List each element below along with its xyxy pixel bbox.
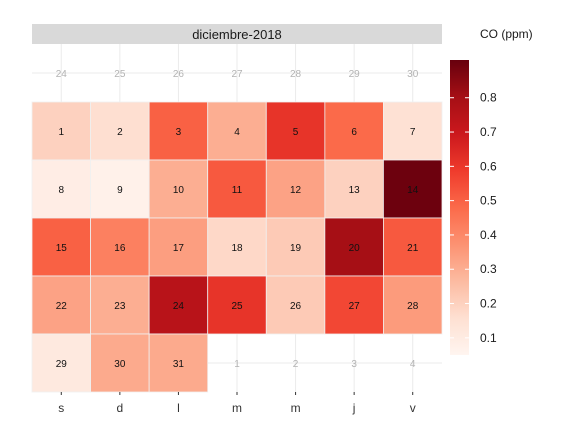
day-label: 1 <box>59 127 65 138</box>
day-label: 26 <box>290 301 302 312</box>
day-label: 13 <box>349 185 361 196</box>
heatmap-cell <box>324 217 384 277</box>
x-tick-label: m <box>291 401 301 415</box>
day-label: 2 <box>293 359 299 370</box>
x-tick-label: s <box>58 401 64 415</box>
legend-tick-label: 0.8 <box>480 91 497 105</box>
day-label: 24 <box>173 301 185 312</box>
heatmap-cell <box>383 217 443 277</box>
x-tick-label: d <box>117 401 124 415</box>
heatmap-cell <box>265 217 326 277</box>
legend-tick-label: 0.4 <box>480 228 497 242</box>
day-label: 1 <box>234 359 240 370</box>
day-label: 23 <box>114 301 126 312</box>
day-label: 4 <box>234 127 240 138</box>
day-label: 14 <box>407 185 419 196</box>
day-label: 22 <box>56 301 68 312</box>
day-label: 30 <box>407 69 419 80</box>
day-label: 24 <box>56 69 68 80</box>
day-label: 25 <box>231 301 243 312</box>
legend-title: CO (ppm) <box>480 27 533 41</box>
day-label: 11 <box>232 185 243 196</box>
day-label: 29 <box>56 359 68 370</box>
day-label: 29 <box>349 69 361 80</box>
heatmap-cell <box>383 275 443 335</box>
heatmap-cell <box>31 275 91 335</box>
legend-tick-label: 0.1 <box>480 331 497 345</box>
legend-tick-label: 0.3 <box>480 262 497 276</box>
day-label: 17 <box>173 243 185 254</box>
heatmap-cell <box>324 275 384 335</box>
legend-tick-label: 0.6 <box>480 159 497 173</box>
legend-tick-label: 0.5 <box>480 194 497 208</box>
heatmap-cell <box>90 333 150 393</box>
heatmap-cell <box>90 159 150 219</box>
day-label: 7 <box>410 127 416 138</box>
day-label: 4 <box>410 359 416 370</box>
heatmap-cell <box>265 275 326 335</box>
heatmap-cell <box>265 101 326 161</box>
day-label: 19 <box>290 243 302 254</box>
day-label: 27 <box>349 301 361 312</box>
day-label: 12 <box>290 185 302 196</box>
chart-title: diciembre-2018 <box>192 27 282 42</box>
heatmap-cell <box>148 159 209 219</box>
heatmap-cell <box>207 101 267 161</box>
legend-tick-label: 0.2 <box>480 297 497 311</box>
heatmap-cell <box>148 333 209 393</box>
day-label: 15 <box>56 243 68 254</box>
heatmap-cell <box>383 101 443 161</box>
x-tick-label: j <box>352 401 356 415</box>
heatmap-cell <box>265 159 326 219</box>
x-tick-label: l <box>177 401 180 415</box>
heatmap-cell <box>207 275 267 335</box>
day-label: 20 <box>349 243 361 254</box>
heatmap-cell <box>383 159 443 219</box>
legend-colorbar <box>450 60 469 355</box>
heatmap-cell <box>31 333 91 393</box>
day-label: 16 <box>114 243 126 254</box>
day-label: 5 <box>293 127 299 138</box>
day-label: 31 <box>173 359 185 370</box>
legend-tick-label: 0.7 <box>480 125 497 139</box>
day-label: 25 <box>114 69 126 80</box>
day-label: 6 <box>351 127 357 138</box>
heatmap-cell <box>31 101 91 161</box>
x-tick-label: v <box>410 401 416 415</box>
day-label: 3 <box>351 359 357 370</box>
day-label: 26 <box>173 69 185 80</box>
day-label: 2 <box>117 127 123 138</box>
heatmap-cell <box>148 217 209 277</box>
day-label: 28 <box>407 301 419 312</box>
day-label: 27 <box>231 69 243 80</box>
day-label: 9 <box>117 185 123 196</box>
day-label: 30 <box>114 359 126 370</box>
day-label: 8 <box>59 185 65 196</box>
day-label: 10 <box>173 185 185 196</box>
heatmap-cell <box>324 159 384 219</box>
heatmap-cell <box>90 275 150 335</box>
day-label: 21 <box>407 243 419 254</box>
day-label: 3 <box>176 127 182 138</box>
x-tick-label: m <box>232 401 242 415</box>
day-label: 28 <box>290 69 302 80</box>
heatmap-cell <box>31 217 91 277</box>
strip-background <box>32 24 442 44</box>
legend-ticks: 0.1 0.2 0.3 0.4 0.5 0.6 0.7 0.8 <box>450 91 497 345</box>
day-label: 18 <box>231 243 243 254</box>
